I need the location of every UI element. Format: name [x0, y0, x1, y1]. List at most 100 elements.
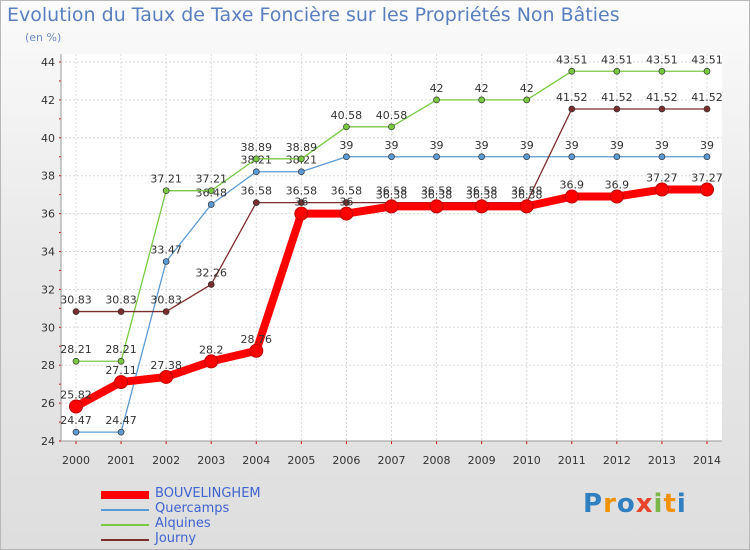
y-tick-label: 26	[41, 397, 55, 410]
data-label-journy: 30.83	[105, 294, 137, 307]
data-label-bouvelinghem: 28.76	[241, 333, 273, 346]
data-point-alquines	[162, 187, 170, 195]
y-tick-label: 36	[41, 208, 55, 221]
data-point-alquines	[478, 96, 485, 104]
y-tick-label: 42	[41, 94, 55, 107]
data-point-bouvelinghem	[609, 189, 624, 204]
data-point-journy	[298, 199, 305, 206]
data-point-journy	[613, 105, 621, 113]
y-tick-label: 32	[41, 283, 55, 296]
y-tick-label: 38	[41, 170, 55, 183]
data-point-bouvelinghem	[159, 369, 174, 384]
data-point-alquines	[388, 123, 395, 131]
x-tick-label: 2005	[287, 454, 315, 467]
data-point-journy	[72, 308, 80, 315]
data-label-journy: 41.52	[646, 91, 678, 104]
data-point-quercamps	[388, 153, 395, 161]
logo-letter: t	[663, 489, 677, 519]
data-point-quercamps	[658, 153, 666, 161]
data-label-bouvelinghem: 36.38	[466, 188, 498, 201]
data-label-journy: 36.58	[286, 185, 318, 198]
data-label-alquines: 40.58	[331, 109, 363, 122]
legend-label-bouvelinghem: BOUVELINGHEM	[155, 486, 261, 501]
logo-letter: i	[653, 489, 664, 519]
data-point-quercamps	[433, 153, 440, 161]
data-label-journy: 36.58	[511, 185, 543, 198]
data-label-bouvelinghem: 36.38	[511, 188, 543, 201]
data-label-journy: 30.83	[150, 294, 182, 307]
x-tick-label: 2012	[603, 454, 631, 467]
data-point-bouvelinghem	[519, 199, 534, 214]
x-tick-label: 2009	[468, 454, 496, 467]
data-label-bouvelinghem: 36.9	[605, 179, 630, 192]
data-point-bouvelinghem	[384, 199, 399, 214]
data-label-quercamps: 39	[700, 139, 714, 152]
logo-letter: x	[635, 489, 654, 519]
data-label-bouvelinghem: 36.38	[421, 188, 453, 201]
y-tick-label: 40	[41, 132, 55, 145]
data-label-quercamps: 39	[610, 139, 624, 152]
data-label-alquines: 28.21	[105, 343, 137, 356]
x-tick-label: 2011	[558, 454, 586, 467]
data-label-journy: 41.52	[601, 91, 633, 104]
data-label-alquines: 37.21	[150, 173, 182, 186]
data-point-quercamps	[162, 258, 170, 265]
data-label-alquines: 38.89	[286, 141, 318, 154]
data-label-bouvelinghem: 25.82	[60, 389, 92, 402]
data-label-quercamps: 39	[655, 139, 669, 152]
data-label-alquines: 43.51	[646, 53, 678, 66]
data-point-bouvelinghem	[564, 189, 579, 204]
data-point-alquines	[207, 187, 215, 195]
data-label-journy: 36.58	[331, 185, 363, 198]
data-label-alquines: 42	[475, 82, 489, 95]
data-point-bouvelinghem	[69, 399, 83, 414]
data-point-alquines	[568, 67, 576, 75]
data-point-alquines	[117, 357, 125, 365]
x-tick-label: 2013	[648, 454, 676, 467]
logo-letter: o	[616, 489, 636, 519]
data-label-quercamps: 24.47	[60, 414, 92, 427]
legend-label-quercamps: Quercamps	[155, 501, 230, 516]
x-tick-label: 2001	[107, 454, 135, 467]
x-tick-label: 2003	[197, 454, 225, 467]
data-point-bouvelinghem	[249, 343, 264, 358]
data-point-bouvelinghem	[114, 375, 129, 390]
proxiti-logo: Proxiti	[583, 489, 687, 519]
data-label-bouvelinghem: 36.38	[376, 188, 408, 201]
data-point-quercamps	[613, 153, 621, 161]
data-point-quercamps	[343, 153, 350, 161]
data-point-bouvelinghem	[429, 199, 444, 214]
x-tick-label: 2004	[242, 454, 270, 467]
data-label-alquines: 43.51	[556, 53, 588, 66]
logo-letter: P	[583, 489, 604, 519]
data-label-bouvelinghem: 27.11	[105, 364, 137, 377]
data-point-journy	[568, 105, 576, 113]
data-label-bouvelinghem: 36.9	[560, 179, 585, 192]
y-tick-label: 24	[41, 435, 55, 448]
data-point-quercamps	[523, 153, 531, 161]
data-label-alquines: 40.58	[376, 109, 408, 122]
data-label-quercamps: 39	[339, 139, 353, 152]
logo-letter: r	[603, 489, 617, 519]
data-label-alquines: 38.89	[241, 141, 273, 154]
data-label-alquines: 43.51	[601, 53, 633, 66]
data-label-quercamps: 39	[475, 139, 489, 152]
legend-label-alquines: Alquines	[155, 516, 211, 531]
y-tick-label: 34	[41, 246, 55, 259]
x-tick-label: 2008	[423, 454, 451, 467]
data-point-quercamps	[568, 153, 576, 161]
legend-swatch-bouvelinghem	[101, 491, 149, 499]
data-point-quercamps	[117, 428, 125, 436]
data-point-bouvelinghem	[339, 206, 354, 221]
data-point-quercamps	[72, 428, 80, 436]
data-label-quercamps: 39	[430, 139, 444, 152]
data-label-bouvelinghem: 36	[339, 196, 353, 209]
x-tick-label: 2010	[513, 454, 541, 467]
data-label-quercamps: 39	[385, 139, 399, 152]
data-point-journy	[117, 308, 125, 315]
x-tick-label: 2002	[152, 454, 180, 467]
x-tick-label: 2007	[378, 454, 406, 467]
y-tick-label: 30	[41, 321, 55, 334]
y-tick-label: 28	[41, 359, 55, 372]
